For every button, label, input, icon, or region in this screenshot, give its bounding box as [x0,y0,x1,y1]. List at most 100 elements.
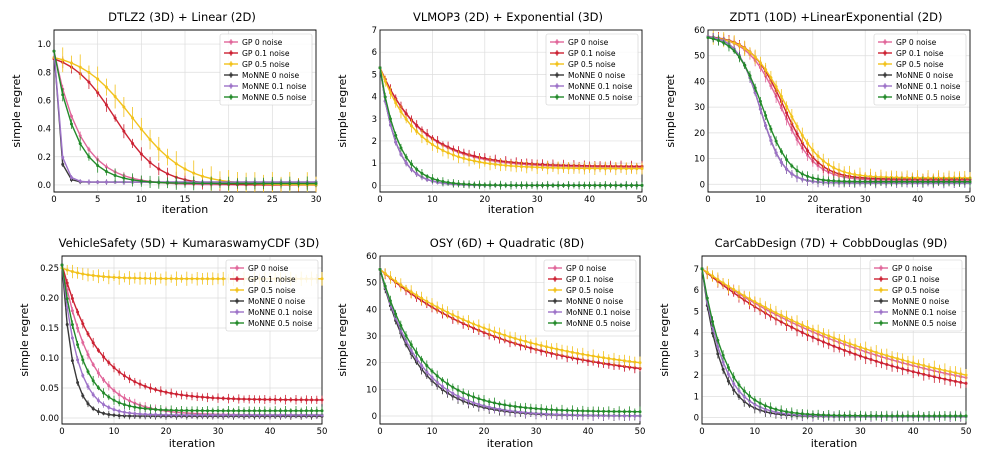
data-point [472,154,476,158]
data-point [874,359,878,363]
data-point [320,409,324,413]
data-point [556,183,560,187]
legend-swatch-marker [879,310,883,314]
data-point [726,365,730,369]
y-tick-label: 0 [372,412,377,422]
data-point [65,306,69,310]
data-point [895,365,899,369]
data-point [910,180,914,184]
data-point [117,370,121,374]
data-point [916,362,920,366]
legend-box [543,259,637,332]
legend-label: GP 0 noise [892,264,933,273]
data-point [492,330,496,334]
data-point [518,410,522,414]
data-point [586,359,590,363]
data-point [112,408,116,412]
data-point [628,359,632,363]
x-axis-label: iteration [811,437,857,450]
data-point [122,129,126,133]
data-point [76,271,80,275]
data-point [774,85,778,89]
data-point [117,276,121,280]
data-point [519,183,523,187]
data-point [540,183,544,187]
data-point [916,176,920,180]
data-point [758,99,762,103]
data-point [607,357,611,361]
data-point [937,180,941,184]
data-point [288,182,292,186]
data-point [498,407,502,411]
data-point [614,167,618,171]
data-point [394,279,398,283]
data-point [864,414,868,418]
data-point [811,413,815,417]
data-point [633,414,637,418]
data-point [774,407,778,411]
x-tick-label: 20 [802,427,813,437]
data-point [232,413,236,417]
data-point [483,156,487,160]
data-point [905,176,909,180]
data-point [513,336,517,340]
data-point [96,410,100,414]
data-point [414,356,418,360]
data-point [790,164,794,168]
data-point [226,409,230,413]
data-point [320,413,324,417]
legend-box [225,259,319,332]
legend-swatch-marker [553,266,557,270]
legend-label: GP 0.1 noise [566,275,614,284]
data-point [310,409,314,413]
data-point [514,164,518,168]
data-point [943,377,947,381]
y-tick-label: 0 [372,181,377,191]
data-point [76,326,80,330]
data-point [52,49,56,53]
y-tick-label: 40 [366,305,377,315]
data-point [758,107,762,111]
data-point [107,406,111,410]
data-point [263,409,267,413]
data-point [737,43,741,47]
data-point [104,170,108,174]
data-point [159,277,163,281]
data-point [436,178,440,182]
data-point [113,95,117,99]
data-point [216,396,220,400]
data-point [858,173,862,177]
legend-swatch-marker [235,288,239,292]
data-point [769,406,773,410]
data-point [785,117,789,121]
y-tick-label: 30 [366,332,377,342]
data-point [911,370,915,374]
data-point [827,334,831,338]
y-tick-label: 7 [694,265,699,275]
data-point [842,170,846,174]
data-point [102,411,106,415]
x-tick-label: 10 [109,427,120,437]
data-point [86,332,90,336]
data-point [235,182,239,186]
data-point [530,183,534,187]
data-point [117,414,121,418]
data-point [932,366,936,370]
data-point [612,414,616,418]
data-point [555,347,559,351]
data-point [451,391,455,395]
data-point [868,180,872,184]
data-point [800,133,804,137]
x-tick-label: 30 [213,427,224,437]
data-point [472,395,476,399]
data-point [218,181,222,185]
legend-box [219,33,313,106]
data-point [525,183,529,187]
data-point [457,182,461,186]
data-point [482,404,486,408]
data-point [483,183,487,187]
data-point [216,277,220,281]
data-point [174,277,178,281]
data-point [81,341,85,345]
data-point [764,113,768,117]
